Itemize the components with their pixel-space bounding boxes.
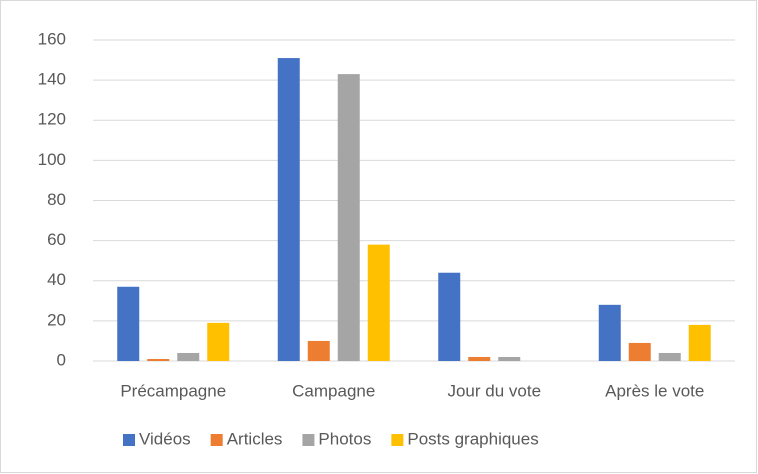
legend-label: Vidéos bbox=[139, 429, 191, 448]
x-tick-label: Précampagne bbox=[120, 381, 226, 400]
bar bbox=[658, 352, 681, 361]
bar bbox=[498, 356, 521, 361]
legend-swatch bbox=[302, 434, 315, 446]
bar bbox=[277, 58, 300, 362]
y-tick-label: 100 bbox=[38, 150, 66, 169]
x-tick-label: Jour du vote bbox=[447, 381, 541, 400]
legend-swatch bbox=[210, 434, 223, 446]
y-tick-label: 80 bbox=[47, 190, 66, 209]
bar bbox=[117, 286, 140, 361]
bar bbox=[598, 304, 621, 361]
x-tick-label: Après le vote bbox=[605, 381, 704, 400]
y-tick-label: 160 bbox=[38, 29, 66, 48]
y-tick-label: 40 bbox=[47, 270, 66, 289]
legend-label: Articles bbox=[227, 429, 283, 448]
bar bbox=[628, 342, 651, 361]
legend-label: Posts graphiques bbox=[407, 429, 538, 448]
bar bbox=[207, 322, 230, 361]
bar bbox=[367, 244, 390, 361]
bar bbox=[688, 324, 711, 361]
bar bbox=[147, 358, 170, 361]
y-tick-label: 140 bbox=[38, 70, 66, 89]
y-tick-label: 20 bbox=[47, 310, 66, 329]
y-tick-label: 60 bbox=[47, 230, 66, 249]
legend-swatch bbox=[391, 434, 404, 446]
bar bbox=[337, 74, 360, 361]
legend-swatch bbox=[123, 434, 135, 446]
bar bbox=[438, 272, 461, 361]
x-tick-label: Campagne bbox=[292, 381, 375, 400]
y-tick-label: 120 bbox=[38, 110, 66, 129]
bar bbox=[468, 356, 491, 361]
bar bbox=[307, 340, 330, 361]
y-tick-label: 0 bbox=[57, 350, 66, 369]
legend-label: Photos bbox=[318, 429, 371, 448]
bar bbox=[177, 352, 200, 361]
